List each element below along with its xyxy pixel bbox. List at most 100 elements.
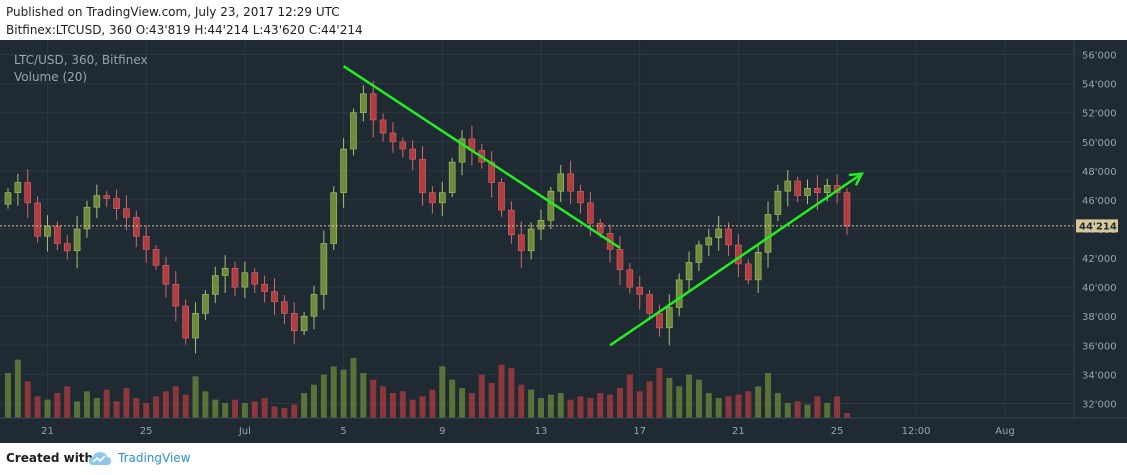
x-tick-label: 9: [439, 426, 445, 437]
candlestick-chart[interactable]: 32'00034'00036'00038'00040'00042'00044'0…: [0, 40, 1127, 443]
candle-body: [656, 313, 663, 329]
y-tick-label: 54'000: [1082, 80, 1117, 91]
y-tick-label: 56'000: [1082, 51, 1117, 62]
y-tick-label: 46'000: [1082, 196, 1117, 207]
volume-bar: [794, 401, 801, 418]
candle-body: [241, 272, 249, 288]
volume-bar: [419, 396, 426, 418]
volume-bar: [577, 396, 584, 418]
candle-body: [399, 141, 407, 150]
volume-bar: [251, 401, 258, 418]
candle-body: [4, 192, 12, 205]
volume-bar: [488, 383, 495, 418]
volume-bar: [824, 403, 831, 418]
candle-body: [152, 249, 160, 266]
volume-bar: [83, 391, 90, 418]
volume-bar: [409, 399, 416, 418]
candle-body: [429, 192, 436, 204]
candle-body: [438, 192, 446, 204]
volume-bar: [843, 413, 850, 418]
candles: [4, 80, 851, 354]
trend-arrow-head: [848, 172, 864, 186]
candle-body: [675, 279, 683, 308]
volume-bar: [172, 386, 179, 418]
candle-body: [162, 265, 170, 285]
volume-bar: [468, 393, 475, 418]
x-tick-label: 25: [140, 426, 153, 437]
volume-bar: [804, 404, 811, 418]
volume-bar: [774, 393, 781, 418]
candle-body: [685, 262, 693, 281]
volume-bar: [666, 378, 673, 418]
x-tick-label: 12:00: [902, 426, 931, 437]
created-with-text: Created with: [6, 451, 94, 465]
x-tick-label: 25: [831, 426, 844, 437]
candle-body: [123, 208, 130, 218]
y-tick-label: 38'000: [1082, 312, 1117, 323]
volume-bar: [607, 394, 614, 418]
candle-body: [172, 283, 180, 307]
volume-bar: [380, 386, 387, 418]
volume-bar: [498, 364, 505, 418]
candle-body: [83, 206, 91, 230]
volume-bar: [261, 398, 268, 418]
volume-bar: [320, 374, 327, 418]
volume-bar: [202, 391, 209, 418]
candle-body: [221, 267, 229, 276]
tradingview-brand-link[interactable]: TradingView: [118, 451, 191, 465]
candle-body: [814, 187, 821, 193]
candle-body: [557, 173, 565, 192]
volume-bar: [74, 401, 81, 418]
volume-bar: [360, 373, 367, 418]
candle-body: [44, 225, 51, 237]
x-tick-label: Jul: [238, 426, 251, 437]
candle-body: [231, 267, 239, 288]
candle-body: [113, 198, 120, 209]
volume-bar: [143, 403, 150, 418]
volume-bar: [301, 393, 308, 418]
candle-body: [735, 244, 742, 265]
volume-bar: [518, 384, 525, 418]
volume-bar: [735, 394, 742, 418]
candle-body: [715, 228, 722, 239]
volume-bar: [626, 374, 633, 418]
last-price-tag: 44'214: [1076, 219, 1118, 233]
candle-body: [142, 235, 150, 250]
volume-bar: [123, 388, 130, 418]
volume-bar: [459, 388, 466, 418]
volume-bar: [153, 396, 160, 418]
candle-body: [823, 185, 831, 193]
candle-body: [182, 305, 189, 339]
volume-bar: [133, 398, 140, 418]
volume-bar: [656, 368, 663, 418]
y-tick-label: 40'000: [1082, 283, 1117, 294]
candle-body: [498, 182, 505, 211]
candle-body: [54, 225, 61, 244]
volume-bar: [93, 398, 100, 418]
candle-body: [350, 112, 357, 150]
volume-bar: [429, 389, 436, 418]
candle-body: [448, 161, 456, 193]
chart-background: [0, 40, 1127, 443]
candle-body: [14, 182, 22, 193]
volume-indicator-label: Volume (20): [14, 70, 87, 84]
x-tick-label: 13: [535, 426, 548, 437]
volume-bar: [676, 386, 683, 418]
volume-bar: [755, 386, 762, 418]
volume-bar: [587, 398, 594, 418]
chart-header: Published on TradingView.com, July 23, 2…: [0, 0, 1127, 40]
y-tick-label: 42'000: [1082, 254, 1117, 265]
volume-bar: [271, 406, 278, 418]
volume-bar: [557, 393, 564, 418]
volume-bar: [686, 374, 693, 418]
candle-body: [843, 192, 851, 227]
candle-body: [73, 228, 81, 252]
candle-body: [616, 249, 624, 271]
candle-body: [419, 158, 426, 193]
candle-body: [567, 173, 574, 192]
candle-body: [744, 263, 752, 281]
volume-bar: [291, 404, 298, 418]
trend-lines: [342, 65, 864, 347]
volume-bar: [24, 381, 31, 418]
volume-bar: [439, 366, 446, 418]
